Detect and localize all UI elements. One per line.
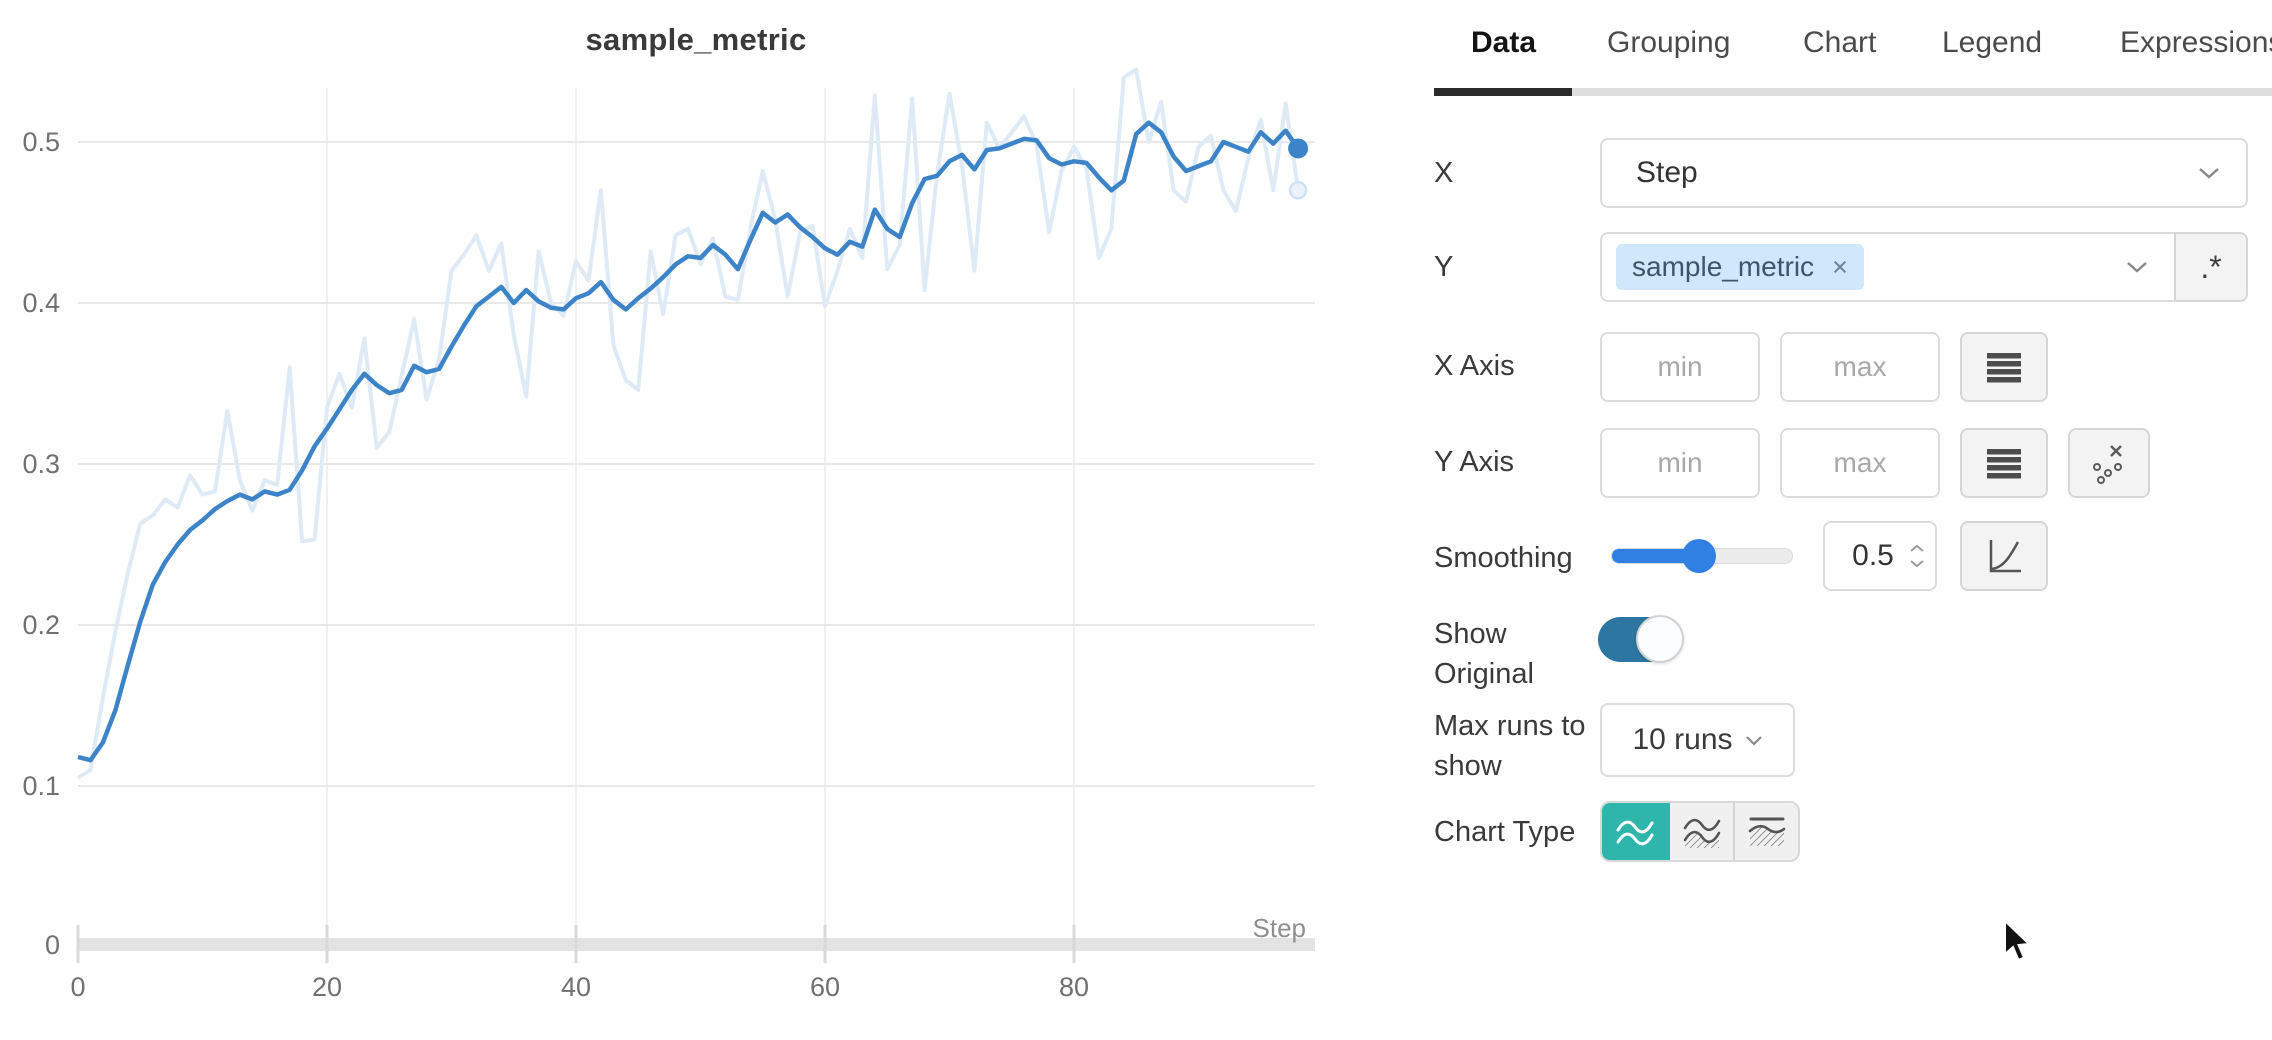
y-row-label: Y <box>1434 251 1454 283</box>
y-metric-group: sample_metric × .* <box>1600 232 2248 302</box>
x-metric-select[interactable]: Step <box>1600 138 2248 208</box>
show-original-row-label: Show Original <box>1434 618 1534 690</box>
x-axis-tick <box>823 925 827 963</box>
smoothing-type-button[interactable] <box>1960 521 2048 591</box>
smoothing-value-input[interactable]: 0.5 <box>1823 521 1937 591</box>
x-axis-tick <box>1072 925 1076 963</box>
original-line <box>76 67 1301 780</box>
chart-editor-panel: Data Grouping Chart Legend Expressions X… <box>1434 0 2272 1040</box>
chevron-down-icon <box>2199 168 2219 179</box>
x-axis-min-input[interactable] <box>1600 332 1760 402</box>
x-axis-tick <box>325 925 329 963</box>
tab-chart[interactable]: Chart <box>1803 26 1877 59</box>
y-axis-min-input[interactable] <box>1600 428 1760 498</box>
x-axis-bar <box>78 938 1315 951</box>
ignore-outliers-icon <box>2093 445 2122 484</box>
x-axis-tick <box>76 925 80 963</box>
max-runs-value: 10 runs <box>1632 723 1733 756</box>
chart-type-band-button[interactable] <box>1733 803 1798 860</box>
y-tick-label: 0.5 <box>22 127 60 157</box>
tab-legend[interactable]: Legend <box>1942 26 2043 59</box>
smoothing-stepper[interactable] <box>1909 523 1925 589</box>
max-runs-select[interactable]: 10 runs <box>1600 703 1795 777</box>
y-axis-log-scale-button[interactable] <box>1960 428 2048 498</box>
tab-data[interactable]: Data <box>1471 26 1537 59</box>
log-scale-icon <box>1987 352 2021 382</box>
mouse-cursor <box>2004 920 2032 962</box>
x-axis-tick <box>574 925 578 963</box>
chart-title: sample_metric <box>585 22 807 57</box>
y-tick-label: 0.2 <box>22 610 60 640</box>
chevron-down-icon <box>1745 735 1762 746</box>
smoothing-value: 0.5 <box>1852 539 1894 572</box>
chevron-down-icon <box>2127 262 2147 273</box>
smoothing-slider[interactable] <box>1611 539 1793 573</box>
x-tick-label: 60 <box>810 972 840 1002</box>
smoothing-slider-thumb[interactable] <box>1682 539 1716 573</box>
line-plot-icon <box>1616 820 1654 845</box>
tab-underline-track <box>1434 88 2272 96</box>
y-axis-max-input[interactable] <box>1780 428 1940 498</box>
y-tick-label: 0.4 <box>22 288 60 318</box>
x-axis-label: Step <box>1253 913 1307 943</box>
ignore-outliers-button[interactable] <box>2068 428 2150 498</box>
tab-expressions[interactable]: Expressions <box>2120 26 2272 59</box>
area-plot-icon <box>1683 818 1720 848</box>
y-axis-row-label: Y Axis <box>1434 446 1515 478</box>
smoothed-endpoint-dot[interactable] <box>1288 138 1309 159</box>
chart-type-segmented-control <box>1600 801 1800 862</box>
x-tick-label: 20 <box>312 972 342 1002</box>
chart-panel: 0 20 40 60 80 0 0.1 0.2 0.3 0.4 0.5 Step sample_met… <box>0 0 1430 1040</box>
line-chart[interactable]: 0 20 40 60 80 0 0.1 0.2 0.3 0.4 0.5 Step <box>0 0 1430 1040</box>
tab-grouping[interactable]: Grouping <box>1607 26 1731 59</box>
x-row-label: X <box>1434 157 1454 189</box>
y-metric-pill-label: sample_metric <box>1632 251 1815 282</box>
original-endpoint-dot <box>1288 181 1308 200</box>
smoothing-row-label: Smoothing <box>1434 542 1573 574</box>
chart-type-line-button[interactable] <box>1602 803 1670 860</box>
x-tick-label: 0 <box>70 972 85 1002</box>
y-tick-label: 0.1 <box>22 771 60 801</box>
x-tick-label: 80 <box>1059 972 1089 1002</box>
tab-active-underline <box>1434 88 1572 96</box>
regex-toggle-button[interactable]: .* <box>2174 232 2248 302</box>
x-axis-log-scale-button[interactable] <box>1960 332 2048 402</box>
x-axis-max-input[interactable] <box>1780 332 1940 402</box>
show-original-toggle[interactable] <box>1598 615 1684 663</box>
y-tick-label: 0 <box>45 930 60 960</box>
y-metric-pill: sample_metric × <box>1616 244 1864 290</box>
chart-type-area-button[interactable] <box>1670 803 1733 860</box>
smoothed-line <box>77 120 1300 763</box>
remove-metric-icon[interactable]: × <box>1832 251 1848 282</box>
band-plot-icon <box>1748 817 1785 846</box>
smoothing-curve-icon <box>1989 540 2021 573</box>
smoothing-slider-fill <box>1612 549 1700 563</box>
chart-type-row-label: Chart Type <box>1434 816 1576 848</box>
x-axis-row-label: X Axis <box>1434 350 1515 382</box>
log-scale-icon <box>1987 448 2021 478</box>
y-tick-label: 0.3 <box>22 449 60 479</box>
y-metric-select[interactable]: sample_metric × <box>1600 232 2174 302</box>
max-runs-row-label: Max runs to show <box>1434 710 1586 782</box>
x-metric-value: Step <box>1636 156 1698 189</box>
toggle-knob <box>1636 615 1684 663</box>
stepper-up-icon[interactable] <box>1909 544 1925 553</box>
stepper-down-icon[interactable] <box>1909 559 1925 568</box>
x-tick-label: 40 <box>561 972 591 1002</box>
